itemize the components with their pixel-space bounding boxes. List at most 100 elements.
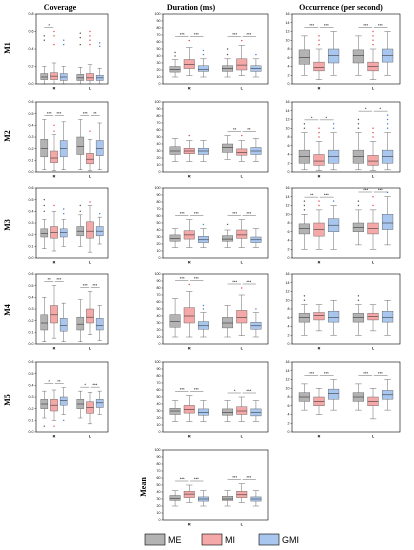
box-mi-r-outlier xyxy=(53,124,55,127)
box-me-r-outlier xyxy=(303,295,306,297)
group-label-l: L xyxy=(89,435,92,439)
y-tick-label: 0.8 xyxy=(29,12,34,16)
group-label-l: L xyxy=(241,261,244,265)
box-gmi-l-outlier xyxy=(255,53,257,56)
group-label-r: R xyxy=(53,87,56,91)
sig-marker: * xyxy=(234,389,236,394)
box-mi-r-outlier xyxy=(53,43,55,46)
box-mi-l xyxy=(86,73,94,81)
y-tick-label: 2 xyxy=(288,421,290,425)
box-me-r-outlier xyxy=(43,204,45,207)
box-gmi-r-outlier xyxy=(332,123,335,125)
box-me-r-outlier xyxy=(303,123,306,125)
y-tick-label: 2 xyxy=(288,73,290,77)
y-tick-label: 0.2 xyxy=(29,407,34,411)
col-title-occurrence: Occurrence (per second) xyxy=(299,3,383,12)
y-tick-label: 2 xyxy=(288,161,290,165)
sig-marker: ** xyxy=(233,127,237,132)
sig-marker: * xyxy=(84,383,86,388)
y-tick-label: 6 xyxy=(288,404,290,408)
plot-frame xyxy=(162,187,269,259)
y-tick-label: 10 xyxy=(157,75,161,79)
y-tick-label: 6 xyxy=(288,316,290,320)
box-mi-l xyxy=(236,229,248,239)
box-mi-r-outlier xyxy=(53,35,55,37)
box-mi-r-outlier xyxy=(318,127,320,129)
y-tick-label: 70 xyxy=(157,469,161,473)
box-mi-l-outlier xyxy=(89,39,91,41)
panel-m5-coverage: 0.00.10.20.30.40.50.6R* **L* *** xyxy=(29,360,109,439)
row-label-m2: M2 xyxy=(3,130,12,142)
plot-frame xyxy=(35,13,109,85)
y-tick-label: 0 xyxy=(288,170,290,174)
box-gmi-l-outlier xyxy=(99,45,101,48)
y-tick-label: 100 xyxy=(155,360,161,364)
box-me-r-outlier xyxy=(43,35,45,37)
box-gmi-l xyxy=(381,310,394,323)
y-tick-label: 70 xyxy=(157,121,161,125)
legend-label-me: ME xyxy=(168,535,182,545)
y-tick-label: 30 xyxy=(157,61,161,65)
y-tick-label: 0.1 xyxy=(29,419,34,423)
box-mi-l-outlier xyxy=(89,130,91,132)
box-mi-l-outlier xyxy=(241,134,243,137)
group-label-l: L xyxy=(372,175,375,179)
sig-marker: *** xyxy=(232,32,237,37)
sig-marker: *** xyxy=(83,111,88,116)
box-gmi-r xyxy=(197,65,209,72)
y-tick-label: 80 xyxy=(157,200,161,204)
y-tick-label: 60 xyxy=(157,476,161,480)
y-tick-label: 16 xyxy=(286,100,290,104)
box-gmi-r xyxy=(59,318,68,332)
panel-m3-coverage: 0.0 0.1 0.2 0.3 0.4 0.5 0.6 R L xyxy=(29,186,109,265)
plot-frame xyxy=(162,273,269,345)
y-tick-label: 14 xyxy=(286,195,290,199)
y-tick-label: 14 xyxy=(286,369,290,373)
box-mi-r xyxy=(50,305,58,324)
sig-marker: *** xyxy=(324,193,329,198)
y-tick-label: 60 xyxy=(157,128,161,132)
y-tick-label: 6 xyxy=(288,144,290,148)
box-mi-r-outlier xyxy=(318,136,320,138)
y-tick-label: 0.6 xyxy=(29,360,34,364)
box-mi-r-outlier xyxy=(188,39,190,42)
y-tick-label: 0.0 xyxy=(29,430,34,434)
y-tick-label: 30 xyxy=(157,321,161,325)
group-label-r: R xyxy=(318,261,321,265)
box-gmi-r xyxy=(327,310,340,323)
row-label-m1: M1 xyxy=(3,42,12,54)
y-tick-label: 10 xyxy=(286,126,290,130)
y-tick-label: 40 xyxy=(157,142,161,146)
sig-marker: * xyxy=(311,115,313,120)
group-label-l: L xyxy=(372,261,375,265)
y-tick-label: 0 xyxy=(159,170,161,174)
group-label-r: R xyxy=(188,261,191,265)
box-gmi-l-outlier xyxy=(255,308,257,310)
sig-marker: *** xyxy=(47,111,52,116)
y-tick-label: 0.3 xyxy=(29,135,34,139)
box-gmi-r-outlier xyxy=(63,212,65,215)
box-mi-l xyxy=(236,310,248,324)
group-label-l: L xyxy=(89,87,92,91)
box-me-r xyxy=(169,146,181,155)
y-tick-label: 0.5 xyxy=(29,372,34,376)
box-mi-l-outlier xyxy=(89,201,91,203)
y-tick-label: 30 xyxy=(157,149,161,153)
group-label-l: L xyxy=(241,175,244,179)
y-tick-label: 0.4 xyxy=(29,296,34,300)
y-tick-label: 14 xyxy=(286,109,290,113)
y-tick-label: 100 xyxy=(155,12,161,16)
y-tick-label: 90 xyxy=(157,19,161,23)
y-tick-label: 0 xyxy=(288,342,290,346)
box-gmi-r xyxy=(59,396,68,406)
box-me-l xyxy=(222,143,234,153)
box-mi-l xyxy=(236,406,248,415)
legend-swatch-me xyxy=(144,533,166,546)
group-label-r: R xyxy=(188,435,191,439)
group-label-r: R xyxy=(53,175,56,179)
box-mi-l xyxy=(86,221,94,239)
box-me-l xyxy=(76,316,85,331)
y-tick-label: 60 xyxy=(157,214,161,218)
